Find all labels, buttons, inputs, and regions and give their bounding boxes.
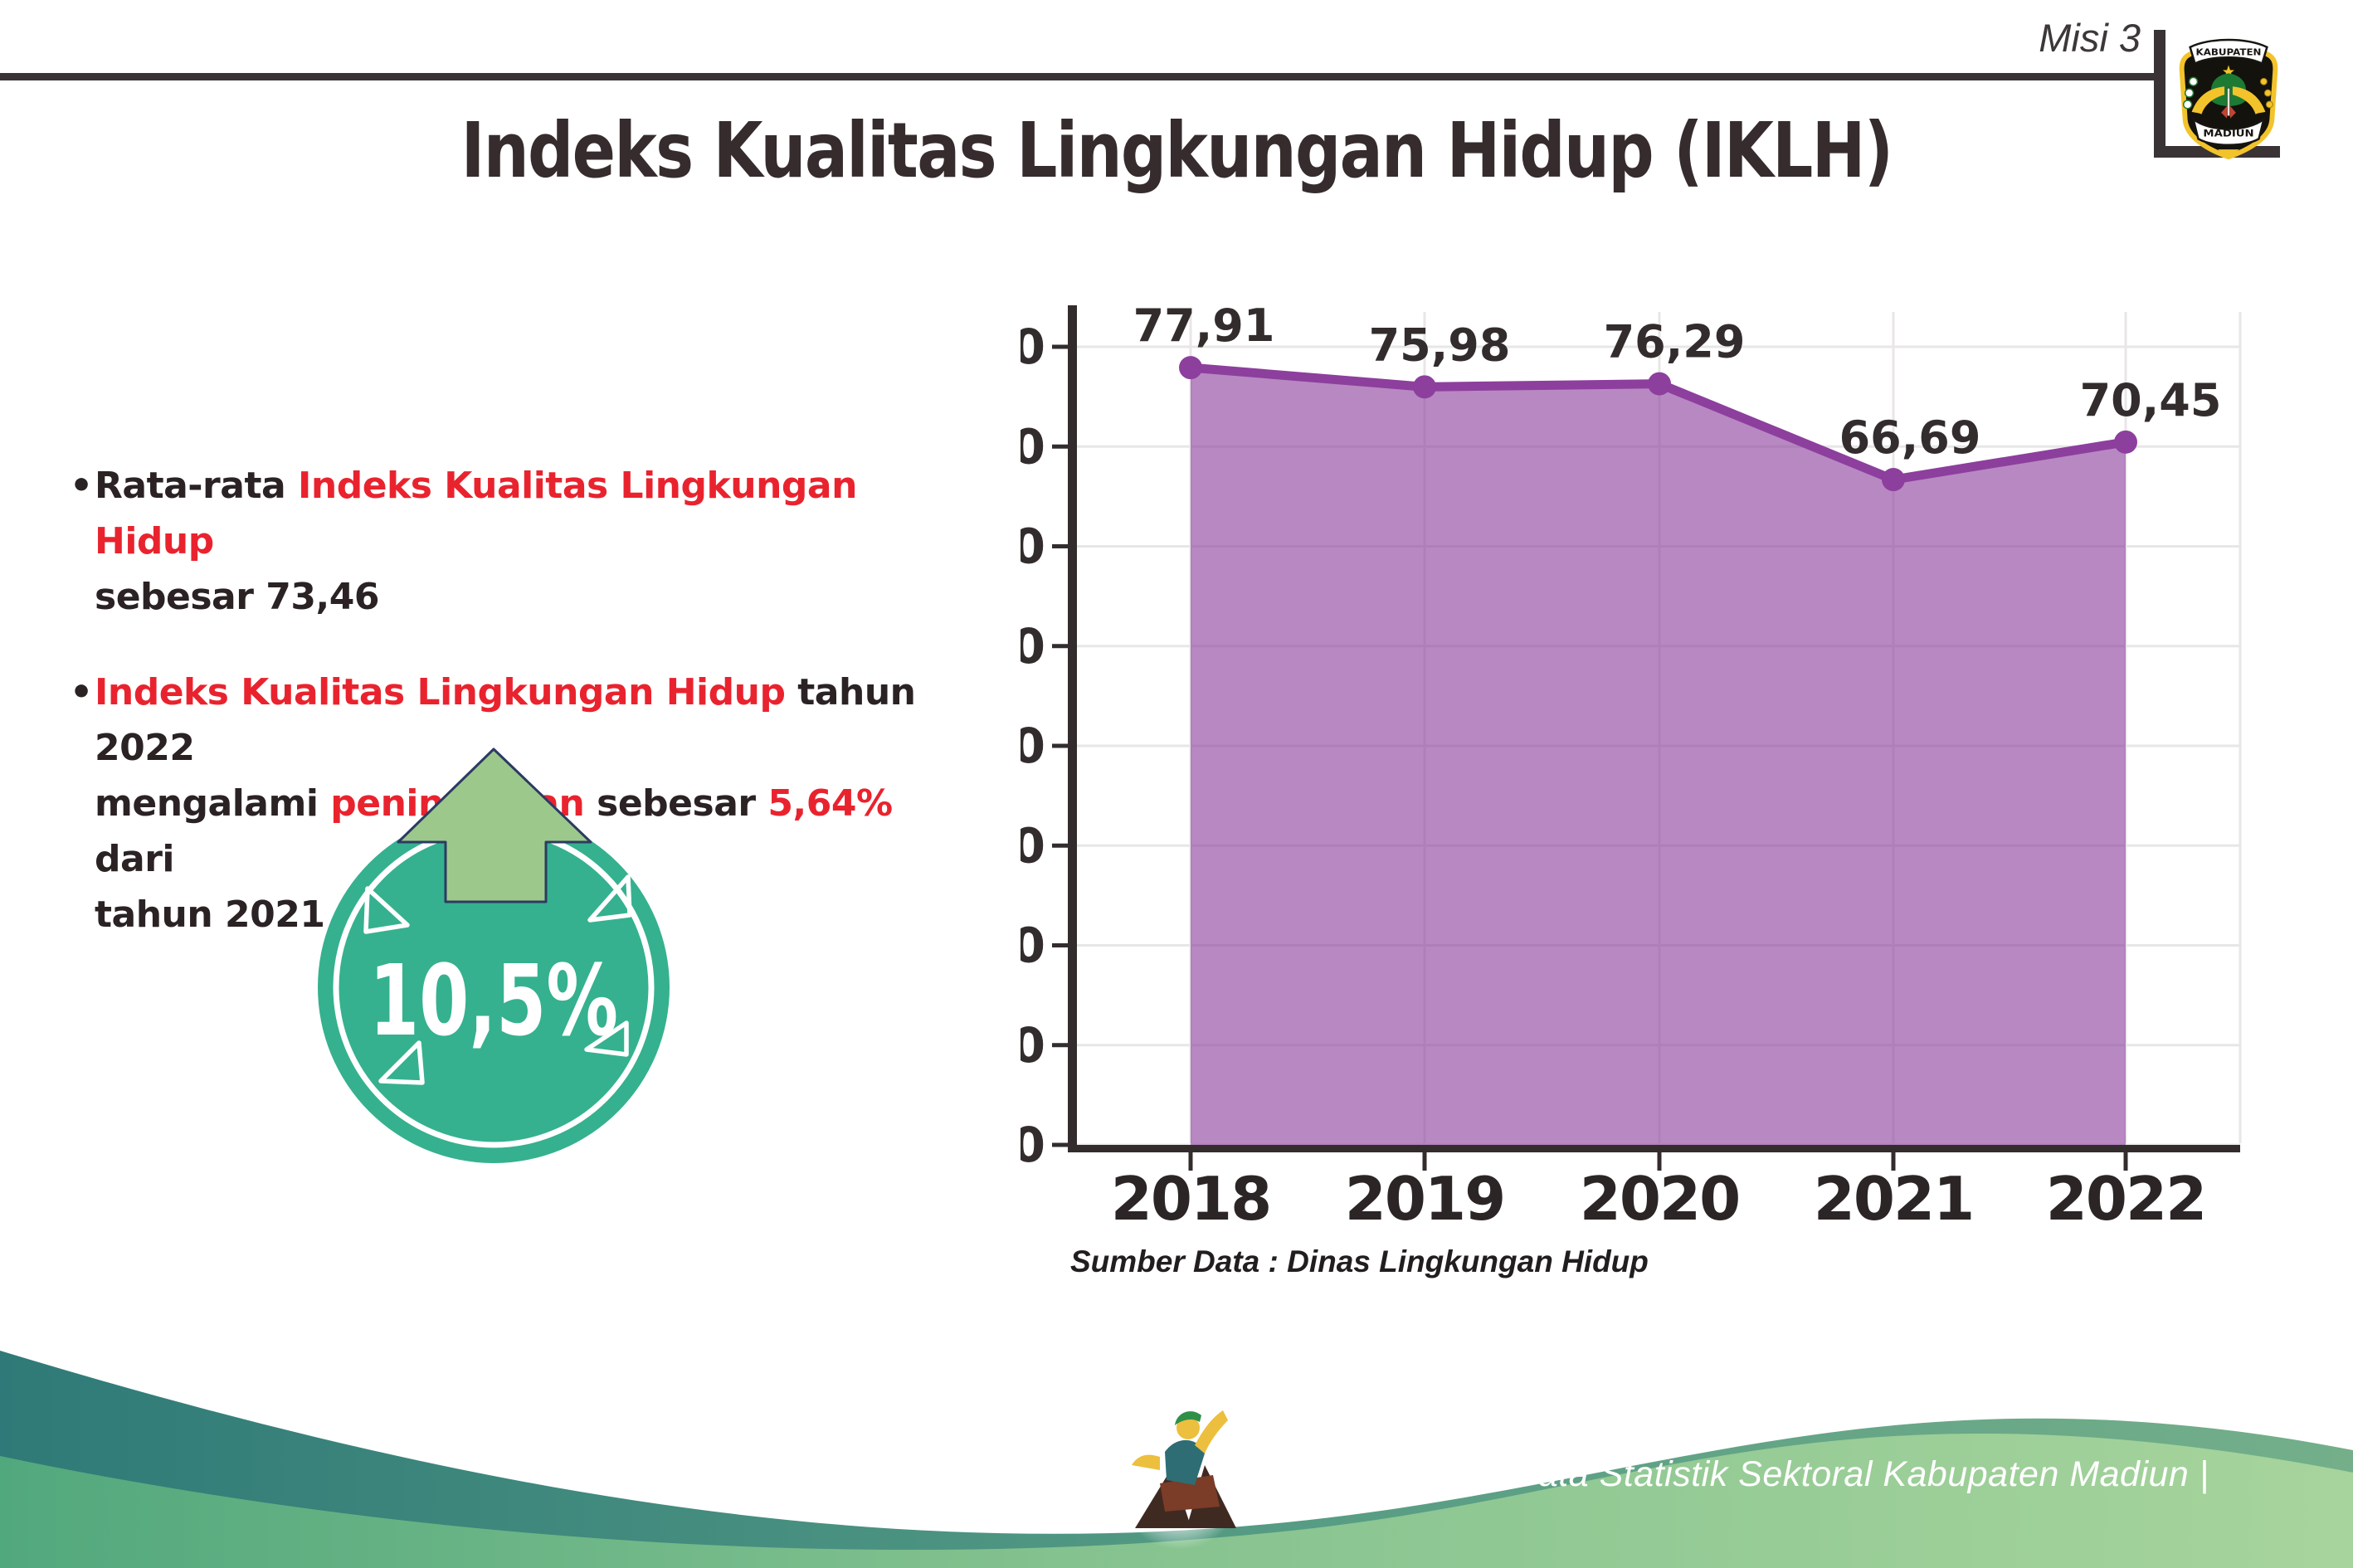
y-axis (1068, 305, 1077, 1152)
y-tick (1052, 644, 1068, 649)
logo-wing-right-icon (2232, 86, 2266, 114)
x-tick-label: 2021 (1814, 1164, 1973, 1234)
x-tick-label: 2018 (1111, 1164, 1270, 1234)
x-tick-label: 2020 (1580, 1164, 1739, 1234)
footer-credit: Media Infografis Data Statistik Sektoral… (1241, 1454, 2209, 1494)
bullet-text: Rata-rata (95, 465, 298, 507)
bullet-text-highlight: 5,64% (767, 782, 893, 825)
logo-banner-bottom (2191, 116, 2266, 146)
logo-bracket-vertical (2154, 30, 2165, 156)
increase-badge: 10,5% (318, 747, 670, 1163)
bullet-text-highlight: Indeks Kualitas Lingkungan Hidup (95, 671, 786, 713)
logo-cotton-icon (2182, 100, 2193, 110)
data-value-label: 70,45 (2080, 374, 2222, 426)
kabupaten-madiun-logo: KABUPATEN MADIUN (2179, 38, 2278, 160)
bullet-text: tahun 2021 (95, 894, 325, 936)
logo-banner-bottom-text: MADIUN (2203, 127, 2253, 139)
y-tick-label: 10 (1021, 1017, 1045, 1074)
data-value-label: 76,29 (1604, 316, 1746, 368)
data-value-label: 66,69 (1839, 411, 1981, 464)
header-rule (0, 73, 2159, 80)
x-tick (1657, 1152, 1662, 1171)
bullet-dot-icon: • (70, 465, 93, 507)
x-tick (1891, 1152, 1896, 1171)
logo-rice-icon (2259, 77, 2268, 85)
y-tick-label: 30 (1021, 817, 1045, 874)
x-tick-label: 2019 (1345, 1164, 1504, 1234)
y-tick-label: 40 (1021, 718, 1045, 774)
area-fill (1191, 368, 2126, 1145)
logo-crest-icon (2218, 149, 2239, 156)
data-point-marker (2114, 430, 2137, 454)
x-tick (1422, 1152, 1427, 1171)
iklh-area-chart: 77,91 75,98 76,29 66,69 70,45 0 10 20 30 40 50 60 70… (1021, 305, 2242, 1234)
y-tick-label: 50 (1021, 618, 1045, 674)
x-axis (1068, 1145, 2240, 1152)
y-tick (1052, 943, 1068, 947)
data-source-note: Sumber Data : Dinas Lingkungan Hidup (1070, 1244, 1649, 1278)
badge-percentage: 10,5% (369, 943, 618, 1058)
data-point-marker (1179, 356, 1202, 380)
y-tick (1052, 843, 1068, 848)
y-tick-label: 0 (1021, 1117, 1045, 1173)
y-tick-label: 60 (1021, 519, 1045, 575)
bullet-text: mengalami (95, 782, 331, 825)
y-tick-label: 70 (1021, 418, 1045, 475)
data-value-label: 77,91 (1133, 305, 1275, 352)
sparkle-triangle-icon (378, 1040, 425, 1085)
logo-flame-left (2221, 105, 2228, 119)
logo-keris-icon (2226, 87, 2231, 117)
y-tick-label: 20 (1021, 918, 1045, 974)
logo-flame-right (2229, 105, 2236, 119)
sparkle-triangle-icon (584, 1020, 629, 1057)
footer-wave (0, 1351, 2353, 1568)
sparkle-triangle-icon (587, 874, 632, 923)
logo-banner-top-text: KABUPATEN (2196, 47, 2262, 58)
logo-wing-left-icon (2191, 86, 2225, 114)
data-point-marker (1413, 375, 1436, 399)
x-tick (1188, 1152, 1193, 1171)
x-tick (2123, 1152, 2128, 1171)
logo-rice-icon (2263, 89, 2272, 97)
data-point-marker (1882, 468, 1905, 492)
sparkle-triangle-icon (363, 886, 410, 934)
bullet-text: dari (95, 838, 174, 880)
logo-cotton-icon (2184, 88, 2195, 98)
bullet-text: sebesar 73,46 (95, 576, 379, 618)
logo-cotton-icon (2188, 76, 2199, 86)
data-value-label: 75,98 (1369, 319, 1511, 371)
data-point-marker (1648, 372, 1671, 396)
y-tick (1052, 344, 1068, 349)
y-tick-label: 80 (1021, 319, 1045, 375)
bullet-dot-icon: • (70, 671, 93, 713)
misi-label: Misi 3 (2039, 16, 2141, 60)
y-tick (1052, 544, 1068, 548)
up-arrow-icon (397, 747, 592, 903)
logo-banner-top (2189, 38, 2268, 66)
bullet-text-highlight: Indeks Kualitas Lingkungan Hidup (95, 465, 857, 562)
bullet-average-iklh: • Rata-rata Indeks Kualitas Lingkungan Hi… (70, 458, 966, 625)
dancer-mascot-icon (1113, 1404, 1246, 1550)
y-tick (1052, 743, 1068, 748)
bullet-text: sebesar (584, 782, 768, 825)
badge-circle (318, 811, 670, 1163)
page-title: Indeks Kualitas Lingkungan Hidup (IKLH) (460, 106, 1893, 195)
bullet-text: tahun 2022 (95, 671, 916, 769)
y-tick (1052, 444, 1068, 449)
y-tick (1052, 1142, 1068, 1147)
y-tick (1052, 1043, 1068, 1048)
wave-front-green (0, 1433, 2353, 1568)
logo-rice-icon (2265, 100, 2273, 109)
x-tick-label: 2022 (2046, 1164, 2205, 1234)
